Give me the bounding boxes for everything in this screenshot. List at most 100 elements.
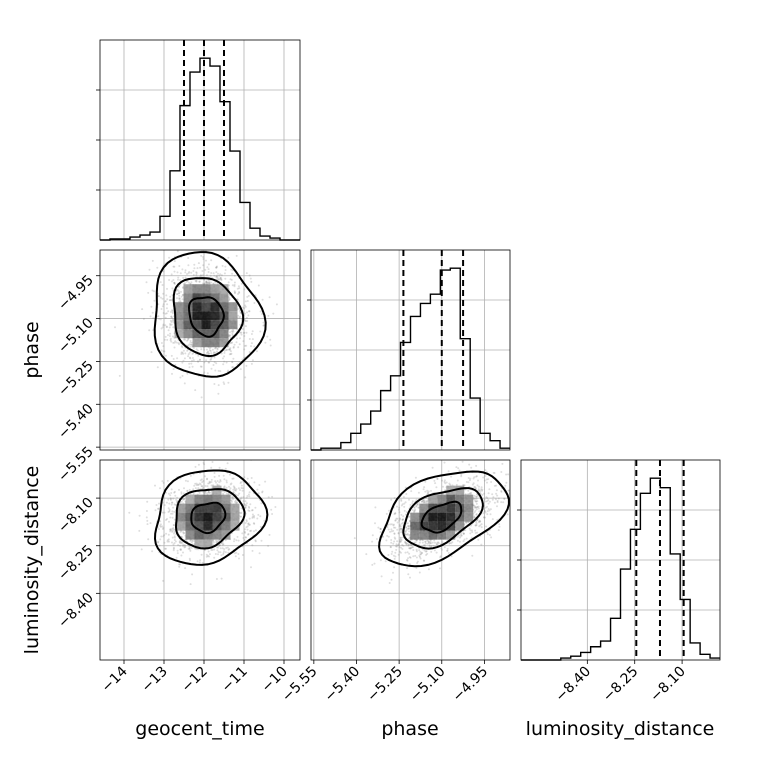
joint-0-point bbox=[222, 363, 225, 366]
joint-0-point bbox=[173, 283, 176, 285]
joint-1-point bbox=[203, 491, 206, 494]
joint-2-point bbox=[446, 549, 449, 552]
joint-1-point bbox=[167, 507, 170, 510]
joint-2-point bbox=[417, 506, 420, 509]
joint-2-point bbox=[428, 544, 431, 547]
joint-0-point bbox=[152, 329, 155, 332]
joint-1-point bbox=[162, 481, 165, 484]
joint-0-point bbox=[187, 353, 190, 356]
joint-0-point bbox=[202, 247, 204, 249]
joint-2-point bbox=[474, 524, 477, 527]
joint-2-point bbox=[422, 559, 425, 562]
joint-1-point bbox=[228, 473, 231, 476]
joint-2-point bbox=[422, 488, 425, 491]
joint-1-point bbox=[170, 503, 173, 506]
joint-2-point bbox=[477, 521, 480, 524]
joint-2-point bbox=[433, 549, 436, 552]
joint-0-point bbox=[210, 358, 213, 361]
joint-0-point bbox=[181, 298, 184, 301]
joint-0-point bbox=[208, 347, 211, 350]
joint-0-point bbox=[162, 323, 165, 326]
joint-0-point bbox=[178, 297, 181, 300]
joint-2-point bbox=[486, 533, 489, 536]
joint-2-point bbox=[488, 534, 491, 536]
joint-1-point bbox=[233, 540, 235, 543]
joint-1-point bbox=[207, 491, 210, 494]
joint-2-point bbox=[471, 529, 473, 532]
joint-2-point bbox=[430, 550, 433, 553]
joint-0-point bbox=[227, 256, 230, 259]
joint-2-point bbox=[419, 550, 422, 553]
joint-2-point bbox=[470, 524, 472, 527]
joint-2-point bbox=[465, 537, 468, 540]
joint-0-point bbox=[198, 358, 201, 361]
joint-0-point bbox=[230, 278, 233, 281]
joint-0-point bbox=[228, 298, 231, 301]
joint-2-point bbox=[423, 544, 426, 547]
joint-1-point bbox=[207, 482, 210, 485]
joint-1-point bbox=[246, 495, 249, 497]
joint-1-point bbox=[244, 528, 246, 531]
joint-2-point bbox=[448, 482, 451, 485]
joint-0-point bbox=[166, 338, 169, 341]
joint-2-point bbox=[434, 541, 436, 544]
xaxis-geocent-time-label-1: −13 bbox=[139, 664, 171, 696]
joint-0-point bbox=[206, 372, 209, 375]
joint-0-point bbox=[235, 254, 238, 257]
joint-0-point bbox=[207, 271, 210, 273]
joint-0-density-cell bbox=[174, 329, 184, 339]
joint-2-layer bbox=[353, 460, 510, 584]
joint-0-point bbox=[156, 266, 159, 269]
joint-0-point bbox=[231, 332, 234, 335]
joint-2-point bbox=[390, 498, 393, 501]
joint-0-point bbox=[172, 326, 175, 329]
joint-1-point bbox=[248, 523, 251, 526]
joint-2-point bbox=[388, 582, 391, 584]
joint-2-point bbox=[392, 542, 395, 545]
joint-0-point bbox=[220, 274, 223, 277]
joint-1-point bbox=[167, 533, 170, 536]
joint-0-point bbox=[250, 362, 253, 365]
joint-2-point bbox=[417, 491, 420, 494]
joint-0-point bbox=[172, 335, 174, 338]
joint-1-point bbox=[254, 539, 257, 542]
joint-1-point bbox=[200, 485, 203, 488]
joint-1-density-cell bbox=[221, 521, 231, 531]
joint-0-point bbox=[194, 279, 197, 282]
joint-1-point bbox=[172, 527, 175, 530]
joint-2-point bbox=[396, 521, 399, 524]
joint-0-point bbox=[181, 351, 184, 354]
joint-1-point bbox=[244, 504, 247, 507]
joint-2-point bbox=[427, 542, 430, 545]
joint-0-point bbox=[169, 332, 172, 335]
joint-2-point bbox=[436, 477, 439, 480]
joint-2-point bbox=[484, 516, 486, 519]
joint-1-point bbox=[248, 495, 251, 498]
joint-1-point bbox=[239, 512, 242, 515]
joint-2-point bbox=[396, 528, 399, 531]
joint-1-point bbox=[181, 498, 184, 501]
joint-1-point bbox=[224, 551, 227, 554]
joint-1-point bbox=[231, 495, 234, 498]
joint-0-point bbox=[233, 290, 236, 293]
joint-2-point bbox=[478, 510, 481, 513]
joint-0-point bbox=[210, 352, 213, 355]
joint-2-point bbox=[404, 486, 407, 489]
joint-1-point bbox=[253, 515, 256, 517]
joint-1-point bbox=[229, 483, 232, 486]
joint-1-point bbox=[257, 492, 260, 495]
joint-0-point bbox=[223, 360, 226, 363]
joint-0-point bbox=[177, 342, 180, 344]
joint-2-point bbox=[399, 525, 402, 528]
joint-1-point bbox=[240, 511, 243, 514]
joint-0-point bbox=[233, 274, 236, 277]
joint-0-point bbox=[218, 274, 221, 277]
joint-1-point bbox=[225, 457, 227, 459]
joint-0-point bbox=[239, 323, 242, 326]
joint-2-point bbox=[483, 516, 486, 519]
joint-1-point bbox=[199, 479, 202, 482]
joint-1-point bbox=[175, 556, 178, 559]
joint-2-point bbox=[474, 524, 477, 527]
joint-1-point bbox=[186, 490, 189, 492]
joint-1-point bbox=[250, 477, 253, 479]
